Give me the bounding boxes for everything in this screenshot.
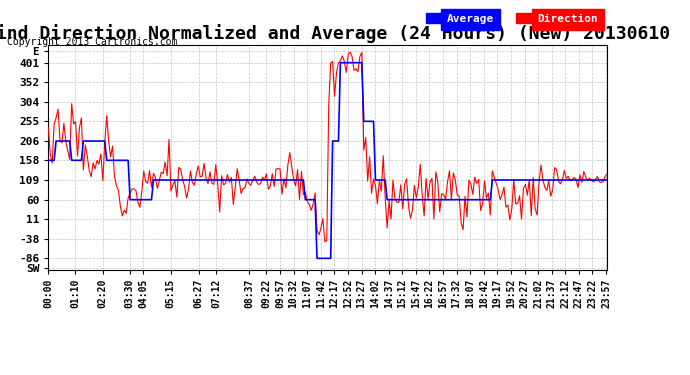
Text: Copyright 2013 Cartronics.com: Copyright 2013 Cartronics.com [7,37,177,47]
Title: Wind Direction Normalized and Average (24 Hours) (New) 20130610: Wind Direction Normalized and Average (2… [0,24,670,44]
Legend: Average, Direction: Average, Direction [422,10,602,27]
